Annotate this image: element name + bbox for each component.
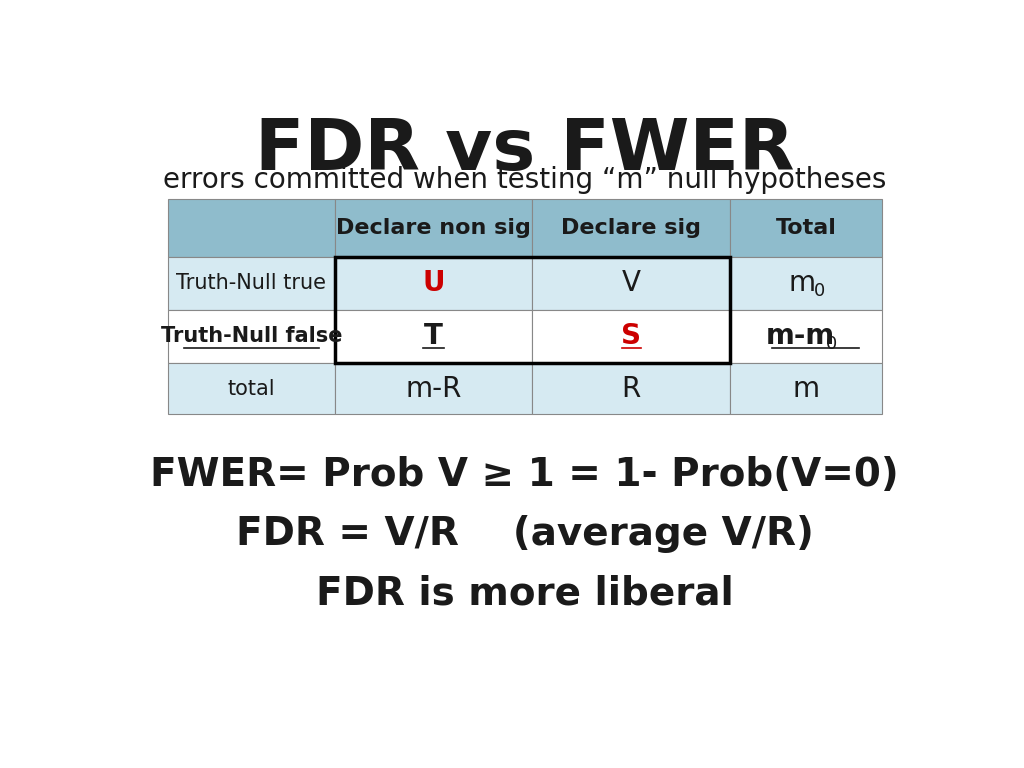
Text: total: total [227, 379, 275, 399]
Bar [335, 257, 532, 310]
Text: m-R: m-R [406, 375, 462, 402]
Text: Declare sig: Declare sig [561, 218, 701, 238]
Text: FDR vs FWER: FDR vs FWER [255, 116, 795, 185]
Bar [335, 362, 532, 415]
Bar [335, 199, 532, 257]
Text: R: R [622, 375, 641, 402]
Bar [730, 199, 882, 257]
Bar [168, 310, 335, 362]
Bar [532, 310, 730, 362]
Text: T: T [424, 323, 443, 350]
Text: 0: 0 [825, 335, 837, 353]
Text: FWER= Prob V ≥ 1 = 1- Prob(V=0): FWER= Prob V ≥ 1 = 1- Prob(V=0) [151, 456, 899, 494]
Bar [730, 310, 882, 362]
Bar [730, 362, 882, 415]
Text: V: V [622, 270, 641, 297]
Text: 0: 0 [814, 282, 825, 300]
Text: m: m [788, 270, 815, 297]
Text: Total: Total [775, 218, 837, 238]
Text: Declare non sig: Declare non sig [336, 218, 531, 238]
Bar [168, 257, 335, 310]
Bar [730, 257, 882, 310]
Text: m: m [793, 375, 819, 402]
Bar [335, 257, 730, 362]
Bar [532, 362, 730, 415]
Text: Truth-Null false: Truth-Null false [161, 326, 342, 346]
Text: m-m: m-m [766, 323, 835, 350]
Text: U: U [422, 270, 444, 297]
Bar [532, 199, 730, 257]
Bar [532, 257, 730, 310]
Text: errors committed when testing “m” null hypotheses: errors committed when testing “m” null h… [163, 166, 887, 194]
Bar [168, 362, 335, 415]
Text: FDR = V/R    (average V/R): FDR = V/R (average V/R) [236, 515, 814, 553]
Text: Truth-Null true: Truth-Null true [176, 273, 327, 293]
Text: FDR is more liberal: FDR is more liberal [316, 574, 733, 612]
Bar [168, 199, 335, 257]
Bar [335, 310, 532, 362]
Text: S: S [622, 323, 641, 350]
